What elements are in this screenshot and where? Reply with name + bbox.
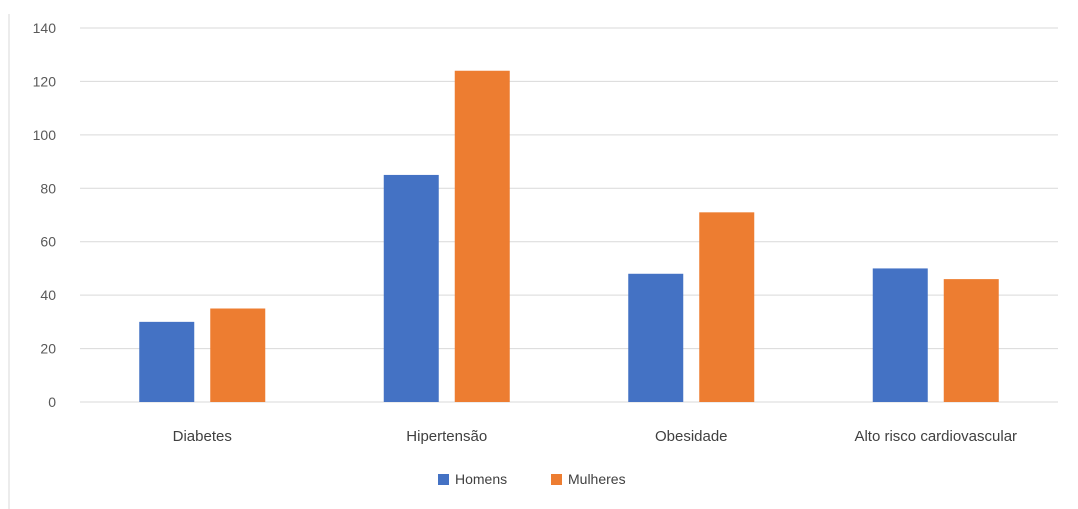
legend-label-homens: Homens xyxy=(455,471,507,487)
bar-homens-3 xyxy=(872,268,928,402)
y-tick-label: 100 xyxy=(33,127,57,143)
y-tick-label: 20 xyxy=(40,341,56,357)
legend: Homens Mulheres xyxy=(438,471,626,487)
y-tick-label: 60 xyxy=(40,234,56,250)
x-axis-category-labels: Diabetes Hipertensão Obesidade Alto risco c… xyxy=(173,428,1017,445)
x-category-label: Obesidade xyxy=(655,428,728,445)
bar-mulheres-1 xyxy=(454,70,510,402)
bar-homens-1 xyxy=(383,174,439,402)
bar-homens-0 xyxy=(139,321,195,402)
y-axis-tick-labels: 0 20 40 60 80 100 120 140 xyxy=(33,20,57,410)
y-tick-label: 40 xyxy=(40,287,56,303)
legend-label-mulheres: Mulheres xyxy=(568,471,626,487)
legend-swatch-mulheres xyxy=(551,474,562,485)
bar-mulheres-0 xyxy=(210,308,266,402)
x-category-label: Diabetes xyxy=(173,428,232,445)
x-category-label: Alto risco cardiovascular xyxy=(854,428,1017,445)
y-tick-label: 0 xyxy=(48,394,56,410)
bar-homens-2 xyxy=(628,273,684,402)
bar-mulheres-2 xyxy=(699,212,755,402)
y-tick-label: 120 xyxy=(33,73,57,89)
bars xyxy=(139,70,999,402)
x-category-label: Hipertensão xyxy=(406,428,487,445)
y-tick-label: 140 xyxy=(33,20,57,36)
bar-mulheres-3 xyxy=(943,279,999,402)
legend-swatch-homens xyxy=(438,474,449,485)
y-tick-label: 80 xyxy=(40,180,56,196)
